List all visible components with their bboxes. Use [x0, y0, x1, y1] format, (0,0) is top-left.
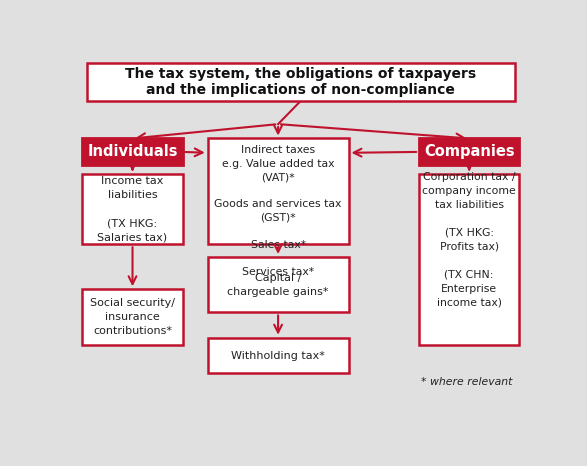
Text: * where relevant: * where relevant — [421, 377, 513, 387]
Bar — [82, 289, 183, 345]
Text: Corporation tax /
company income
tax liabilities

(TX HKG:
Profits tax)

(TX CHN: Corporation tax / company income tax lia… — [422, 172, 516, 308]
Text: The tax system, the obligations of taxpayers: The tax system, the obligations of taxpa… — [125, 67, 477, 81]
Bar — [208, 138, 349, 244]
Bar — [87, 63, 515, 101]
Text: Income tax
liabilities

(TX HKG:
Salaries tax): Income tax liabilities (TX HKG: Salaries… — [97, 176, 167, 242]
Text: Individuals: Individuals — [87, 144, 178, 159]
Text: Companies: Companies — [424, 144, 514, 159]
Bar — [419, 174, 519, 345]
Text: Capital /
chargeable gains*: Capital / chargeable gains* — [227, 273, 329, 297]
Bar — [419, 138, 519, 165]
Text: and the implications of non-compliance: and the implications of non-compliance — [146, 83, 456, 97]
Bar — [208, 337, 349, 373]
Bar — [208, 257, 349, 313]
Text: Social security/
insurance
contributions*: Social security/ insurance contributions… — [90, 298, 175, 336]
Bar — [82, 138, 183, 165]
Text: Indirect taxes
e.g. Value added tax
(VAT)*

Goods and services tax
(GST)*

Sales: Indirect taxes e.g. Value added tax (VAT… — [214, 145, 342, 277]
Text: Withholding tax*: Withholding tax* — [231, 350, 325, 361]
Bar — [82, 174, 183, 244]
